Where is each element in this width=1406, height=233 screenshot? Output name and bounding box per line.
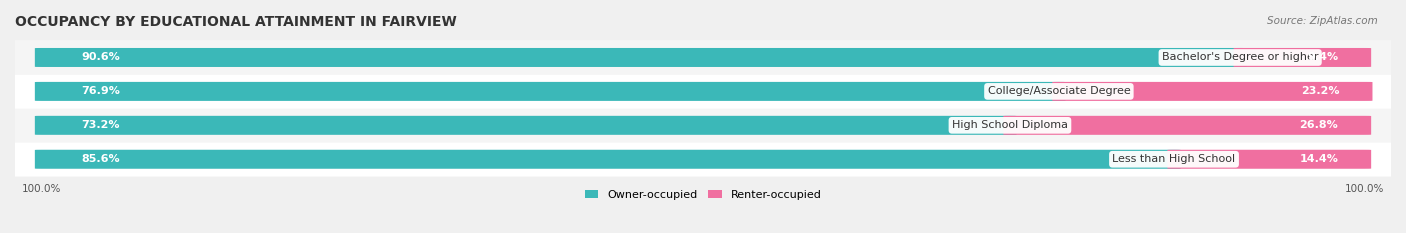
- Text: 90.6%: 90.6%: [82, 52, 120, 62]
- FancyBboxPatch shape: [1052, 82, 1372, 101]
- Text: 14.4%: 14.4%: [1299, 154, 1339, 164]
- FancyBboxPatch shape: [1, 142, 1405, 177]
- FancyBboxPatch shape: [1, 40, 1405, 75]
- Text: 26.8%: 26.8%: [1299, 120, 1339, 130]
- Text: High School Diploma: High School Diploma: [952, 120, 1069, 130]
- Text: 73.2%: 73.2%: [82, 120, 120, 130]
- Text: Source: ZipAtlas.com: Source: ZipAtlas.com: [1267, 16, 1378, 26]
- FancyBboxPatch shape: [35, 48, 1247, 67]
- FancyBboxPatch shape: [1, 108, 1405, 143]
- Text: 85.6%: 85.6%: [82, 154, 120, 164]
- FancyBboxPatch shape: [35, 116, 1017, 135]
- Legend: Owner-occupied, Renter-occupied: Owner-occupied, Renter-occupied: [585, 190, 821, 200]
- FancyBboxPatch shape: [1004, 116, 1371, 135]
- Text: College/Associate Degree: College/Associate Degree: [987, 86, 1130, 96]
- Text: OCCUPANCY BY EDUCATIONAL ATTAINMENT IN FAIRVIEW: OCCUPANCY BY EDUCATIONAL ATTAINMENT IN F…: [15, 15, 457, 29]
- Text: 9.4%: 9.4%: [1308, 52, 1339, 62]
- FancyBboxPatch shape: [1, 74, 1405, 109]
- FancyBboxPatch shape: [1233, 48, 1371, 67]
- Text: Less than High School: Less than High School: [1112, 154, 1236, 164]
- Text: 76.9%: 76.9%: [82, 86, 120, 96]
- Text: Bachelor's Degree or higher: Bachelor's Degree or higher: [1161, 52, 1319, 62]
- Text: 23.2%: 23.2%: [1301, 86, 1340, 96]
- FancyBboxPatch shape: [35, 82, 1066, 101]
- FancyBboxPatch shape: [1167, 150, 1371, 169]
- FancyBboxPatch shape: [35, 150, 1181, 169]
